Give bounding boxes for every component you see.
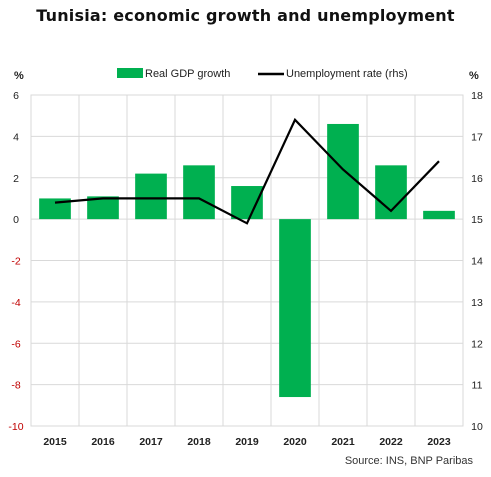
legend: Real GDP growth Unemployment rate (rhs) — [117, 68, 408, 80]
grid-lines — [31, 94, 463, 427]
unemployment-line-layer — [54, 117, 440, 225]
right-axis-tick-label: 16 — [471, 173, 483, 185]
left-axis-tick-label: 0 — [13, 214, 19, 226]
left-axis-tick-label: -8 — [11, 380, 20, 392]
legend-swatch-gdp — [117, 68, 143, 78]
x-axis-tick-label: 2018 — [187, 436, 211, 448]
x-axis-tick-label: 2017 — [139, 436, 163, 448]
gdp-bars — [39, 123, 455, 398]
gdp-bar — [135, 173, 167, 220]
left-axis-tick-label: 6 — [13, 90, 19, 102]
x-axis-tick-label: 2015 — [43, 436, 67, 448]
x-axis-tick-label: 2016 — [91, 436, 115, 448]
x-axis-tick-label: 2020 — [283, 436, 307, 448]
legend-label-gdp: Real GDP growth — [145, 68, 230, 80]
left-axis-tick-label: -2 — [11, 256, 20, 268]
right-axis-tick-label: 17 — [471, 131, 483, 143]
gdp-bar — [87, 196, 119, 220]
left-axis-ticks: 6 4 2 0 -2 -4 -6 -8 -10 — [8, 90, 23, 433]
chart-title: Tunisia: economic growth and unemploymen… — [36, 6, 455, 25]
left-axis-tick-label: 4 — [13, 131, 19, 143]
gdp-bar — [423, 210, 455, 220]
right-axis-ticks: 18 17 16 15 14 13 12 11 10 — [471, 90, 483, 433]
left-axis-unit: % — [14, 70, 24, 82]
right-axis-unit: % — [469, 70, 479, 82]
x-axis-tick-label: 2022 — [379, 436, 403, 448]
x-axis-tick-label: 2019 — [235, 436, 259, 448]
gdp-bar — [231, 186, 263, 220]
right-axis-tick-label: 11 — [472, 380, 483, 392]
left-axis-tick-label: -4 — [11, 297, 20, 309]
legend-label-unemployment: Unemployment rate (rhs) — [286, 68, 408, 80]
left-axis-tick-label: -6 — [11, 338, 20, 350]
gdp-bar — [39, 198, 71, 220]
left-axis-tick-label: -10 — [8, 421, 23, 433]
right-axis-tick-label: 12 — [471, 338, 483, 350]
right-axis-tick-label: 15 — [471, 214, 483, 226]
x-axis-tick-label: 2023 — [427, 436, 451, 448]
right-axis-tick-label: 18 — [471, 90, 483, 102]
gdp-bar — [279, 219, 311, 398]
right-axis-tick-label: 14 — [471, 256, 483, 268]
gdp-bar — [327, 123, 359, 220]
x-axis-tick-label: 2021 — [331, 436, 355, 448]
unemployment-line — [54, 117, 440, 225]
right-axis-tick-label: 10 — [471, 421, 483, 433]
left-axis-tick-label: 2 — [13, 173, 19, 185]
right-axis-tick-label: 13 — [471, 297, 483, 309]
source-note: Source: INS, BNP Paribas — [344, 455, 473, 467]
x-axis-ticks: 2015 2016 2017 2018 2019 2020 2021 2022 2023 — [43, 436, 451, 448]
gdp-bar — [183, 165, 215, 220]
